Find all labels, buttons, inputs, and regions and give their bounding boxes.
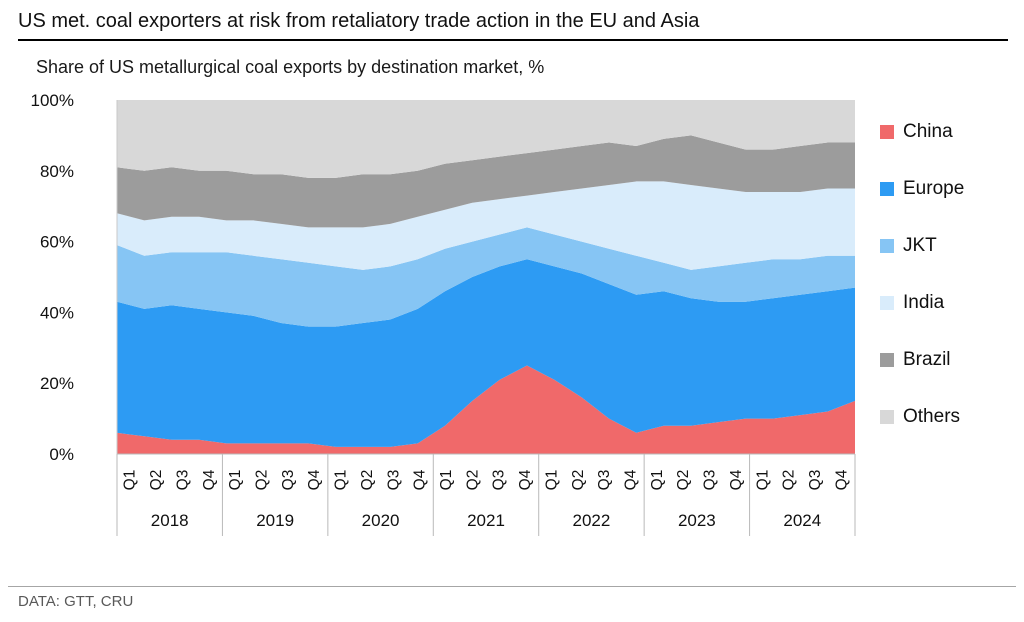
year-label: 2022 — [573, 511, 611, 530]
quarter-label: Q3 — [596, 470, 613, 491]
legend-item-china: China — [880, 120, 964, 144]
quarter-label: Q4 — [833, 469, 850, 490]
y-tick-label: 20% — [40, 374, 74, 393]
legend-swatch-india — [880, 296, 894, 310]
quarter-label: Q3 — [702, 470, 719, 491]
area-others — [117, 100, 855, 178]
quarter-label: Q3 — [385, 470, 402, 491]
quarter-label: Q2 — [464, 470, 481, 491]
quarter-label: Q4 — [517, 469, 534, 490]
legend-swatch-jkt — [880, 239, 894, 253]
quarter-label: Q2 — [254, 470, 271, 491]
quarter-label: Q1 — [227, 470, 244, 491]
chart-area: 0% 20% 40% 60% 80% 100% Q1 Q2 Q3 Q4 Q1 Q2 Q3 Q4 Q1 Q2 Q3… — [18, 92, 1024, 552]
quarter-label: Q4 — [623, 469, 640, 490]
legend-item-jkt: JKT — [880, 234, 964, 258]
legend-item-europe: Europe — [880, 177, 964, 201]
y-tick-label: 60% — [40, 233, 74, 252]
quarter-label: Q2 — [675, 470, 692, 491]
year-label: 2021 — [467, 511, 505, 530]
quarter-label: Q2 — [781, 470, 798, 491]
data-source: DATA: GTT, CRU — [18, 593, 134, 610]
quarter-label: Q2 — [148, 470, 165, 491]
quarter-label: Q3 — [807, 470, 824, 491]
y-tick-label: 40% — [40, 303, 74, 322]
legend-label: Brazil — [903, 349, 951, 370]
quarter-label: Q1 — [543, 470, 560, 491]
y-tick-label: 100% — [31, 92, 74, 110]
legend-label: Europe — [903, 178, 965, 199]
year-label: 2023 — [678, 511, 716, 530]
quarter-label: Q1 — [649, 470, 666, 491]
legend-swatch-brazil — [880, 353, 894, 367]
quarter-label: Q3 — [491, 470, 508, 491]
chart-subtitle: Share of US metallurgical coal exports b… — [36, 57, 545, 77]
area-india — [117, 181, 855, 270]
legend-item-india: India — [880, 291, 964, 315]
legend-item-others: Others — [880, 405, 964, 429]
year-label: 2018 — [151, 511, 189, 530]
y-tick-label: 0% — [49, 445, 74, 464]
quarter-label: Q3 — [174, 470, 191, 491]
quarter-label: Q1 — [438, 470, 455, 491]
area-china — [117, 365, 855, 454]
legend-label: Others — [903, 406, 961, 427]
area-brazil — [117, 135, 855, 228]
area-jkt — [117, 227, 855, 327]
quarter-label: Q2 — [570, 470, 587, 491]
quarter-label: Q1 — [333, 470, 350, 491]
page-title: US met. coal exporters at risk from reta… — [18, 10, 700, 32]
legend-label: JKT — [903, 235, 937, 256]
year-label: 2020 — [362, 511, 400, 530]
legend-swatch-europe — [880, 182, 894, 196]
quarter-label: Q1 — [122, 470, 139, 491]
quarter-label: Q4 — [412, 469, 429, 490]
legend-label: China — [903, 121, 953, 142]
legend-label: India — [903, 292, 945, 313]
quarter-label: Q2 — [359, 470, 376, 491]
quarter-label: Q4 — [728, 469, 745, 490]
footer: DATA: GTT, CRU — [0, 586, 1024, 610]
legend-swatch-china — [880, 125, 894, 139]
legend-swatch-others — [880, 410, 894, 424]
year-label: 2024 — [783, 511, 821, 530]
stacked-area-chart: 0% 20% 40% 60% 80% 100% Q1 Q2 Q3 Q4 Q1 Q2 Q3 Q4 Q1 Q2 Q3… — [31, 92, 856, 536]
chart-legend: China Europe JKT India Brazil Others — [880, 120, 964, 429]
area-europe — [117, 259, 855, 447]
y-tick-label: 80% — [40, 162, 74, 181]
legend-item-brazil: Brazil — [880, 348, 964, 372]
footer-divider — [8, 586, 1016, 587]
quarter-label: Q4 — [201, 469, 218, 490]
quarter-label: Q3 — [280, 470, 297, 491]
quarter-label: Q1 — [754, 470, 771, 491]
quarter-label: Q4 — [306, 469, 323, 490]
title-divider — [18, 39, 1008, 41]
year-label: 2019 — [256, 511, 294, 530]
